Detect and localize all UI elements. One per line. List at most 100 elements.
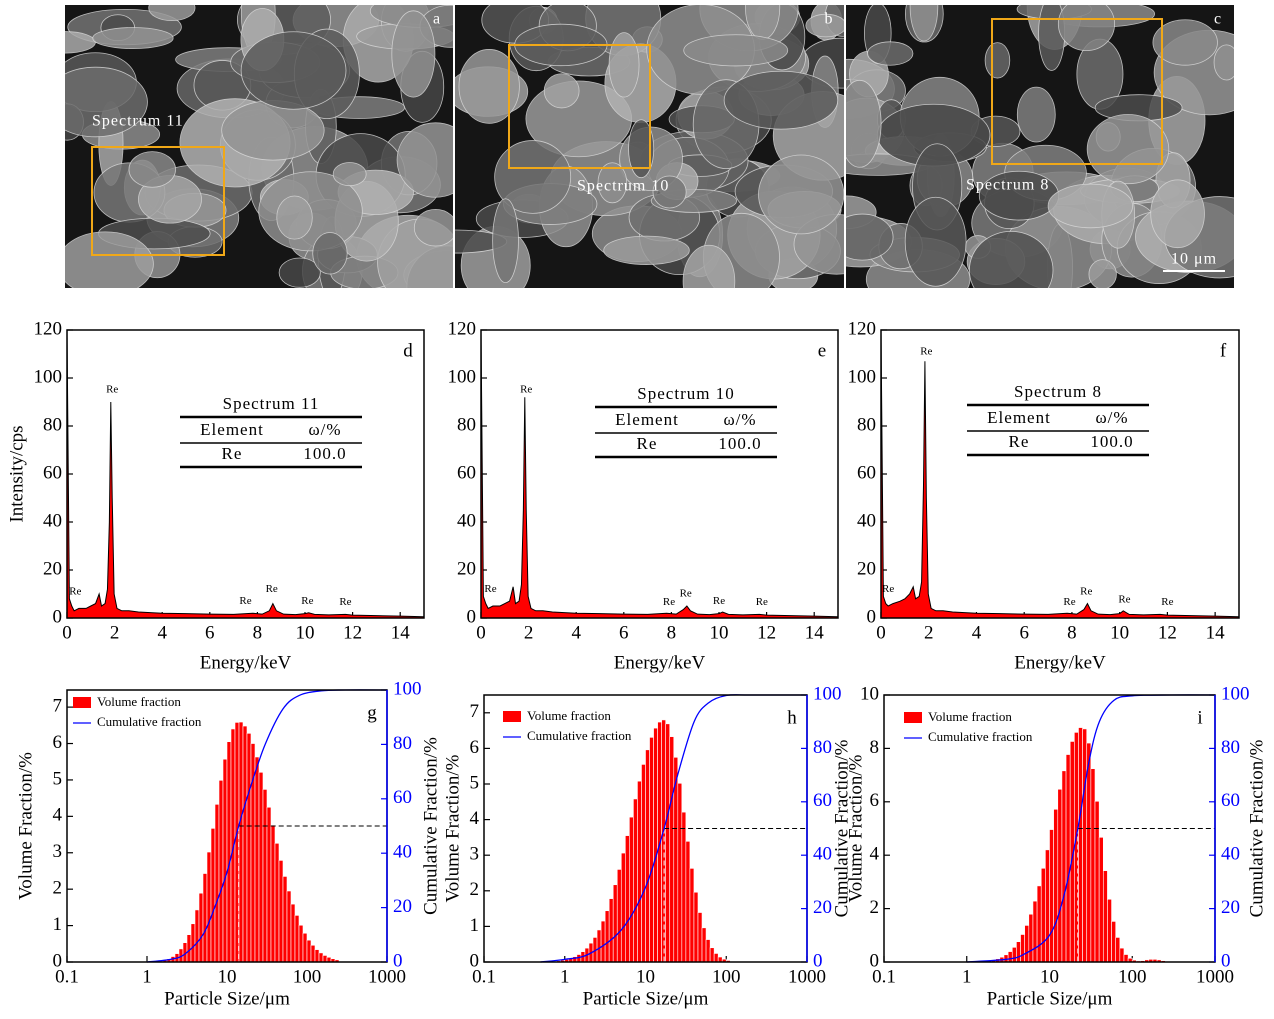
bar xyxy=(1036,885,1042,963)
bar xyxy=(222,758,228,963)
cumulative-line xyxy=(146,689,388,963)
y2-tick-label: 60 xyxy=(1221,790,1240,811)
y-axis-label: Volume Fraction/% xyxy=(15,752,36,900)
bar xyxy=(1111,921,1117,963)
panel-label: a xyxy=(433,11,441,28)
bar xyxy=(202,873,208,963)
bar xyxy=(278,860,284,963)
y2-tick-label: 80 xyxy=(813,737,832,758)
peak-label: Re xyxy=(1118,594,1130,606)
peak-label: Re xyxy=(484,583,496,595)
bar xyxy=(210,828,216,963)
y2-axis-label: Cumulative Fraction/% xyxy=(420,737,441,915)
particle xyxy=(984,42,1011,79)
bar xyxy=(298,924,304,963)
x-tick-label: 1 xyxy=(142,966,152,987)
bar xyxy=(1053,808,1059,963)
bar xyxy=(290,903,296,963)
particle xyxy=(1213,44,1234,81)
y2-tick-label: 0 xyxy=(813,950,823,971)
plot-frame xyxy=(480,329,839,619)
x-axis-label: Energy/keV xyxy=(614,652,706,673)
particle xyxy=(92,27,174,50)
bar xyxy=(1045,849,1050,963)
x-tick-label: 1 xyxy=(560,966,570,987)
chart-area: 0 2 4 6 8 10 12 14 0 20 40 60 80 100 120 Re Re Re Re Re Re e E… xyxy=(448,318,839,673)
bar xyxy=(1094,800,1100,963)
x-tick-label: 0.1 xyxy=(472,966,496,987)
particle xyxy=(240,31,347,110)
bar xyxy=(697,912,703,963)
bar xyxy=(238,721,244,963)
bar xyxy=(190,923,196,963)
particle xyxy=(458,49,520,124)
particle xyxy=(628,119,655,179)
bar xyxy=(596,929,602,963)
plot-frame xyxy=(880,329,1240,619)
y2-tick-label: 100 xyxy=(813,683,842,704)
peak-label: Re xyxy=(1063,596,1075,608)
peak-label: Re xyxy=(106,384,118,396)
table-cell: 100.0 xyxy=(303,444,346,463)
bar xyxy=(641,764,646,963)
y2-tick-label: 0 xyxy=(1221,950,1231,971)
y-tick-label: 7 xyxy=(53,695,63,716)
particle xyxy=(805,13,844,38)
bar xyxy=(713,953,719,963)
bar xyxy=(637,780,642,963)
particle xyxy=(969,230,1054,288)
y-tick-label: 120 xyxy=(848,318,877,339)
table-header: Element xyxy=(987,408,1051,427)
bar xyxy=(246,733,252,963)
bar xyxy=(701,927,707,963)
bar xyxy=(1016,941,1021,963)
x-tick-label: 10 xyxy=(1040,966,1059,987)
spectrum-area xyxy=(508,44,651,169)
particle xyxy=(1088,259,1117,288)
y-tick-label: 80 xyxy=(857,414,876,435)
peak-label: Re xyxy=(1080,585,1092,597)
y-tick-label: 0 xyxy=(53,606,63,627)
legend-label: Volume fraction xyxy=(527,708,611,723)
spectrum-label: Spectrum 8 xyxy=(966,177,1049,194)
y-tick-label: 10 xyxy=(860,683,879,704)
particle xyxy=(904,196,967,287)
bar xyxy=(705,939,711,963)
bar xyxy=(612,884,618,963)
bar xyxy=(286,890,292,963)
x-axis-label: Particle Size/μm xyxy=(987,988,1113,1009)
x-tick-label: 4 xyxy=(157,622,167,643)
bar xyxy=(226,741,232,963)
y-tick-label: 40 xyxy=(43,510,62,531)
x-tick-label: 100 xyxy=(1118,966,1147,987)
peak-label: Re xyxy=(1161,596,1173,608)
y-tick-label: 40 xyxy=(457,510,476,531)
bar xyxy=(625,835,630,963)
peak-label: Re xyxy=(339,596,351,608)
bar xyxy=(709,947,715,963)
y-tick-label: 60 xyxy=(857,462,876,483)
bar xyxy=(693,891,699,963)
particle xyxy=(683,34,789,67)
bar xyxy=(1061,770,1067,963)
y-tick-label: 100 xyxy=(34,366,63,387)
bar xyxy=(218,780,224,963)
x-tick-label: 0 xyxy=(476,622,486,643)
x-tick-label: 1000 xyxy=(788,966,826,987)
particle xyxy=(597,162,628,204)
y2-tick-label: 20 xyxy=(393,896,412,917)
particle xyxy=(909,5,939,42)
x-tick-label: 100 xyxy=(293,966,322,987)
panel-label: e xyxy=(818,340,826,361)
bar xyxy=(1020,934,1025,963)
bar xyxy=(274,842,280,963)
chart-histogram: 0.1 1 10 100 100001234567020406080100Volume … xyxy=(15,678,441,1009)
x-tick-label: 1000 xyxy=(1196,966,1234,987)
bar xyxy=(294,915,300,963)
peak-label: Re xyxy=(920,345,932,357)
panel-label: f xyxy=(1220,340,1227,361)
y-axis-label: Volume Fraction/% xyxy=(442,754,463,902)
peak-label: Re xyxy=(301,595,313,607)
y-tick-label: 80 xyxy=(43,414,62,435)
table-title: Spectrum 8 xyxy=(1014,382,1102,401)
